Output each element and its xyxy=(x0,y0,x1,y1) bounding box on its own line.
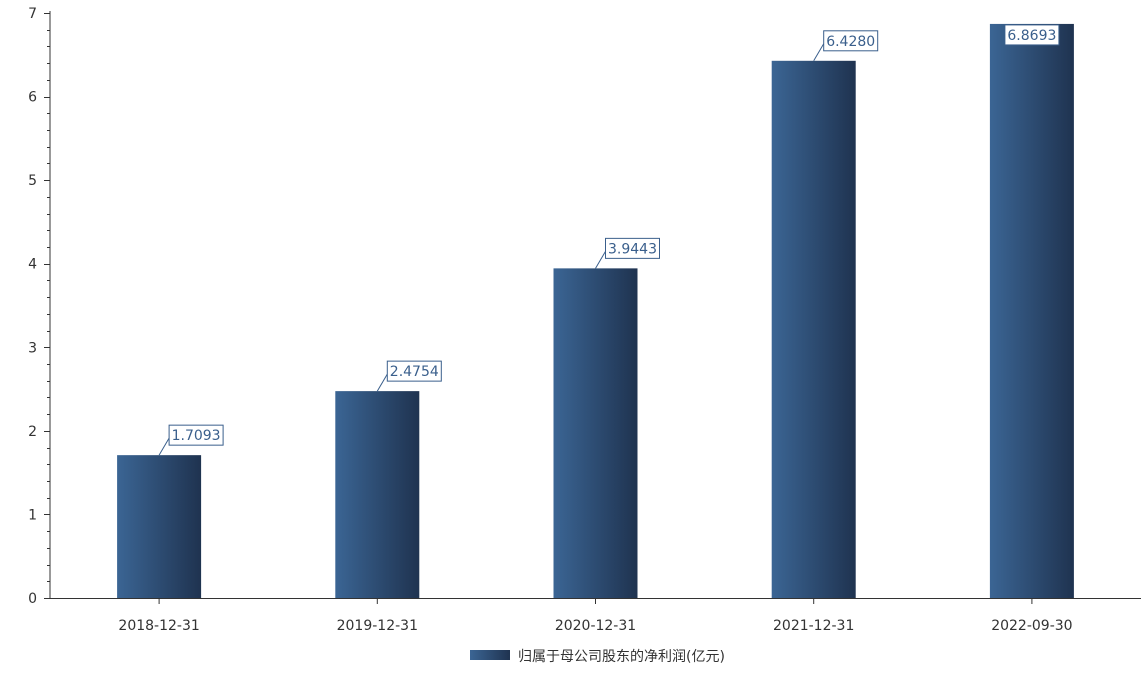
data-label: 3.9443 xyxy=(608,241,657,257)
data-label-box xyxy=(823,30,879,52)
x-tick-label: 2022-09-30 xyxy=(991,618,1072,634)
legend-swatch xyxy=(470,650,510,660)
data-label-box xyxy=(605,237,660,259)
x-axis: 2018-12-31 2019-12-31 2020-12-31 2021-12-31… xyxy=(50,598,1141,634)
x-tick-label: 2020-12-31 xyxy=(555,618,636,634)
data-label: 2.4754 xyxy=(390,364,439,380)
y-axis: 0 1 2 3 4 5 6 7 xyxy=(28,6,51,607)
legend-label: 归属于母公司股东的净利润(亿元) xyxy=(518,648,725,665)
data-label-box xyxy=(168,424,224,446)
y-tick-label: 6 xyxy=(28,90,37,106)
y-tick-label: 3 xyxy=(28,340,37,356)
data-label: 1.7093 xyxy=(172,428,221,444)
data-label-box xyxy=(1004,24,1060,46)
data-label: 6.4280 xyxy=(826,34,875,50)
y-tick-label: 4 xyxy=(28,257,37,273)
data-labels: 1.7093 2.4754 3.9443 6.4280 6.8693 xyxy=(158,24,1060,456)
x-tick-label: 2021-12-31 xyxy=(773,618,854,634)
data-label-leader xyxy=(158,437,170,456)
bar xyxy=(117,455,202,598)
bar xyxy=(989,23,1074,598)
data-label-leader xyxy=(376,373,388,392)
data-label-leader xyxy=(813,43,825,62)
y-tick-label: 0 xyxy=(28,591,37,607)
y-tick-label: 7 xyxy=(28,6,37,22)
bar xyxy=(771,60,856,598)
bar-series xyxy=(117,23,1074,598)
legend[interactable]: 归属于母公司股东的净利润(亿元) xyxy=(470,648,725,665)
y-tick-label: 5 xyxy=(28,173,37,189)
data-label: 6.8693 xyxy=(1007,28,1056,44)
bar xyxy=(335,391,420,598)
data-label-leader xyxy=(595,251,606,269)
bar xyxy=(553,268,638,598)
x-tick-label: 2018-12-31 xyxy=(118,618,199,634)
data-label-box xyxy=(386,360,442,382)
x-tick-label: 2019-12-31 xyxy=(337,618,418,634)
y-tick-label: 2 xyxy=(28,424,37,440)
y-tick-label: 1 xyxy=(28,507,37,523)
